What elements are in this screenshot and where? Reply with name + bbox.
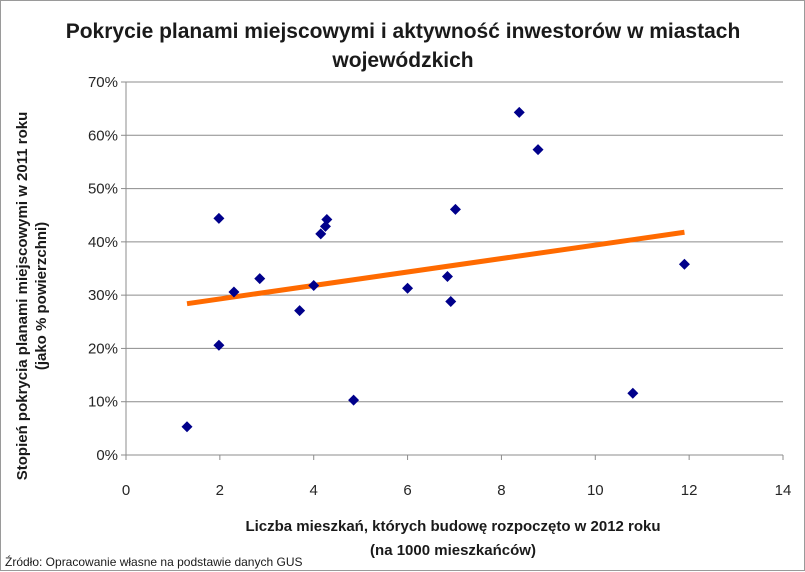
data-point: [213, 339, 225, 351]
y-axis-title-line-2: (jako % powierzchni): [33, 222, 50, 370]
x-tick-label: 0: [122, 482, 130, 499]
data-point: [532, 144, 544, 156]
y-tick-label: 10%: [88, 394, 118, 411]
data-point: [445, 296, 457, 308]
data-point: [319, 220, 331, 232]
y-tick-label: 20%: [88, 340, 118, 357]
data-point: [181, 421, 193, 433]
data-point: [402, 282, 414, 294]
data-point: [294, 305, 306, 317]
y-tick-label: 40%: [88, 234, 118, 251]
x-tick-labels: 0 2 4 6 8 10 12 14: [122, 482, 792, 499]
chart-title-line-2: wojewódzkich: [331, 49, 473, 72]
data-point: [308, 280, 320, 292]
data-point: [315, 228, 327, 240]
chart-title-line-1: Pokrycie planami miejscowymi i aktywność…: [66, 20, 741, 43]
data-point: [321, 213, 333, 225]
x-tick-label: 6: [403, 482, 411, 499]
y-tick-label: 0%: [96, 447, 118, 464]
x-tick-label: 4: [310, 482, 318, 499]
data-point: [254, 273, 266, 285]
y-tick-label: 30%: [88, 287, 118, 304]
x-axis-title-line-2: (na 1000 mieszkańców): [370, 542, 536, 559]
x-tick-label: 14: [775, 482, 792, 499]
data-point: [678, 258, 690, 270]
y-tick-labels: 0% 10% 20% 30% 40% 50% 60% 70%: [88, 74, 118, 464]
x-tick-label: 2: [216, 482, 224, 499]
data-point: [449, 203, 461, 215]
y-tick-label: 60%: [88, 127, 118, 144]
y-tick-label: 50%: [88, 181, 118, 198]
y-tick-label: 70%: [88, 74, 118, 91]
data-point: [441, 270, 453, 282]
data-point: [348, 394, 360, 406]
data-point: [627, 387, 639, 399]
data-points: [181, 106, 690, 433]
x-tick-label: 8: [497, 482, 505, 499]
data-point: [513, 106, 525, 118]
trendline-layer: [186, 229, 685, 307]
trendline: [186, 229, 685, 307]
axes: [125, 82, 784, 460]
data-point: [228, 286, 240, 298]
x-axis-title-line-1: Liczba mieszkań, których budowę rozpoczę…: [245, 518, 660, 535]
data-point: [213, 212, 225, 224]
source-note: Źródło: Opracowanie własne na podstawie …: [5, 554, 303, 569]
y-axis-title-line-1: Stopień pokrycia planami miejscowymi w 2…: [14, 112, 31, 480]
x-tick-label: 10: [587, 482, 604, 499]
x-tick-label: 12: [681, 482, 698, 499]
